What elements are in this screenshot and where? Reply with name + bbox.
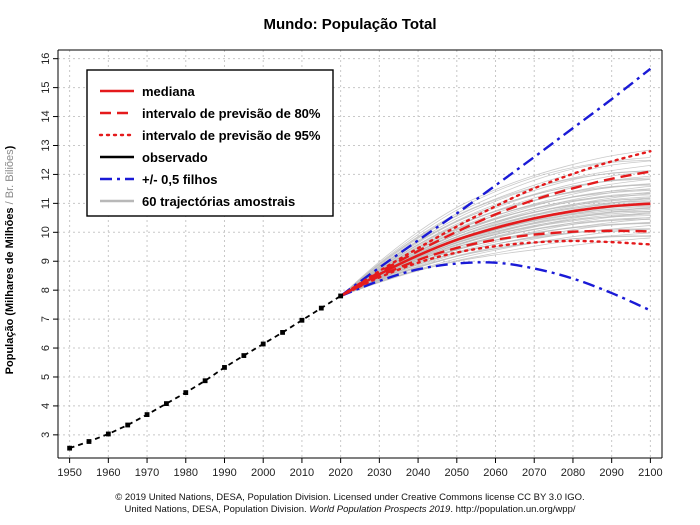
legend-label-1: mediana [142, 84, 196, 99]
sample-trajectory-line [340, 223, 651, 297]
y-tick-label: 8 [40, 287, 52, 293]
y-tick-label: 16 [40, 53, 52, 65]
legend-label-3: intervalo de previsão de 95% [142, 128, 321, 143]
x-tick-label: 2100 [638, 467, 662, 479]
series-line-mediana [340, 202, 651, 298]
credit-line-2: United Nations, DESA, Population Divisio… [0, 504, 700, 516]
credit-line-2-post: . http://population.un.org/wpp/ [450, 504, 576, 515]
credit-note: © 2019 United Nations, DESA, Population … [0, 492, 700, 516]
y-tick-label: 6 [40, 345, 52, 351]
series-line-observado [69, 295, 342, 450]
x-tick-label: 2080 [561, 467, 585, 479]
axis-layer: 1950 1960 1970 1980 1990 2000 2010 2020 2030 2040… [40, 49, 663, 479]
x-tick-label: 2050 [445, 467, 469, 479]
observed-point-marker [260, 341, 266, 347]
observed-point-marker [222, 365, 227, 370]
observed-point-marker [164, 401, 169, 406]
legend-label-2: intervalo de previsão de 80% [142, 106, 321, 121]
sample-trajectory-line [340, 165, 651, 297]
y-tick-label: 15 [40, 81, 52, 93]
x-tick-label: 1960 [96, 467, 120, 479]
observed-point-marker [183, 390, 189, 396]
legend-box [86, 69, 334, 217]
observed-point-marker [202, 378, 208, 384]
observed-point-marker [86, 439, 92, 444]
sample-trajectory-line [340, 160, 651, 297]
series-line-95-inferior [339, 239, 652, 298]
observed-point-marker [241, 353, 247, 358]
observed-point-marker [105, 431, 111, 437]
x-tick-label: 2040 [406, 467, 430, 479]
x-tick-label: 2060 [483, 467, 507, 479]
legend-label-4: observado [142, 150, 208, 165]
x-tick-label: 2000 [251, 467, 275, 479]
observed-point-marker [280, 330, 285, 335]
observed-point-marker [338, 293, 344, 299]
observed-point-marker [299, 317, 305, 323]
x-tick-label: 2090 [599, 467, 623, 479]
observed-point-marker [144, 412, 150, 417]
y-tick-label: 10 [40, 226, 52, 238]
series-line--0-5-filhos [339, 67, 652, 297]
x-tick-label: 1950 [57, 467, 81, 479]
legend-label-6: 60 trajectórias amostrais [142, 194, 295, 209]
y-tick-label: 3 [40, 432, 52, 438]
chart-title: Mundo: População Total [263, 16, 437, 33]
y-tick-label: 9 [40, 258, 52, 264]
y-tick-label: 4 [40, 403, 52, 409]
series-layer [67, 67, 652, 451]
series-line-80-inferior [340, 229, 651, 298]
x-tick-label: 2020 [328, 467, 352, 479]
series-line--0-5-filhos [340, 261, 651, 312]
x-tick-label: 1990 [212, 467, 236, 479]
x-tick-label: 1980 [174, 467, 198, 479]
legend-label-5: +/- 0,5 filhos [142, 172, 218, 187]
sample-trajectory-line [340, 149, 651, 297]
y-tick-label: 12 [40, 168, 52, 180]
y-tick-label: 14 [40, 110, 52, 122]
y-tick-label: 11 [40, 198, 52, 209]
y-tick-label: 7 [40, 316, 52, 322]
credit-line-1: © 2019 United Nations, DESA, Population … [115, 492, 585, 503]
series-line-80-superior [340, 170, 651, 297]
credit-line-2-italic: World Population Prospects 2019 [309, 504, 451, 515]
sample-trajectory-line [340, 156, 651, 297]
legend: mediana intervalo de previsão de 80% inter… [86, 69, 334, 217]
credit-line-2-pre: United Nations, DESA, Population Divisio… [124, 504, 307, 515]
observed-point-marker [125, 422, 131, 428]
sample-trajectory-line [340, 170, 651, 297]
x-tick-label: 1970 [135, 467, 159, 479]
observed-point-marker [318, 305, 324, 311]
chart-plot: 1950 1960 1970 1980 1990 2000 2010 2020 2030 2040… [40, 49, 663, 479]
x-tick-label: 2010 [290, 467, 314, 479]
series-line-95-superior [339, 150, 652, 298]
x-tick-label: 2030 [367, 467, 391, 479]
x-tick-label: 2070 [522, 467, 546, 479]
y-tick-label: 13 [40, 139, 52, 151]
y-tick-label: 5 [40, 374, 52, 380]
observed-point-marker [67, 445, 73, 451]
sample-trajectory-line [340, 159, 651, 297]
